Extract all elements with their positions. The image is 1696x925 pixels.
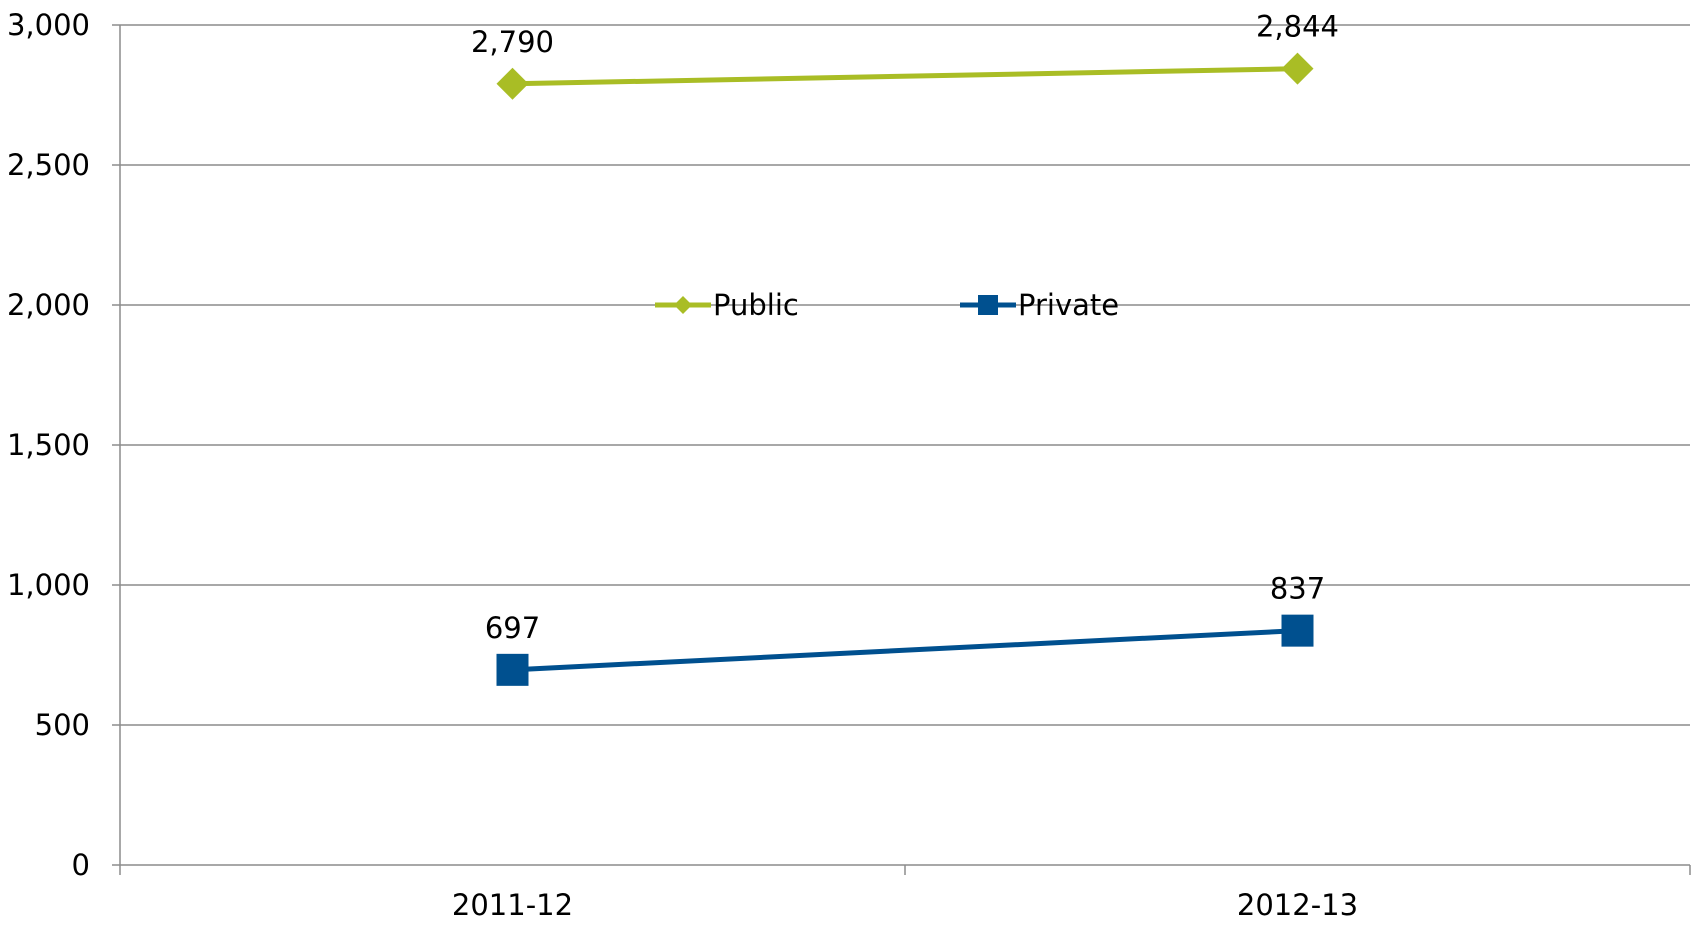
x-tick-label: 2011-12 xyxy=(452,888,573,922)
x-axis-tick-labels: 2011-12 2012-13 xyxy=(452,888,1358,922)
y-tick-label: 1,500 xyxy=(7,428,90,462)
legend: Public Private xyxy=(655,288,1119,322)
y-tick-label: 1,000 xyxy=(7,568,90,602)
private-series-line xyxy=(512,628,1298,673)
legend-private-label: Private xyxy=(1018,288,1119,322)
private-data-point xyxy=(1281,614,1314,647)
legend-public-marker xyxy=(674,296,692,314)
public-data-label: 2,790 xyxy=(471,25,554,59)
private-data-point xyxy=(496,653,529,686)
y-tick-label: 0 xyxy=(72,848,90,882)
y-tick-label: 3,000 xyxy=(7,8,90,42)
public-data-point xyxy=(496,67,529,100)
public-data-label: 2,844 xyxy=(1256,10,1339,44)
private-data-label: 697 xyxy=(485,611,540,645)
y-axis-tick-labels: 0 500 1,000 1,500 2,000 2,500 3,000 xyxy=(7,8,90,882)
legend-private-marker xyxy=(978,295,998,315)
y-tick-label: 2,500 xyxy=(7,148,90,182)
gridlines xyxy=(120,24,1690,726)
legend-public-label: Public xyxy=(713,288,799,322)
public-data-point xyxy=(1281,52,1314,85)
series-layer xyxy=(496,52,1314,686)
y-tick-label: 2,000 xyxy=(7,288,90,322)
private-data-label: 837 xyxy=(1270,572,1325,606)
data-labels: 2,790 2,844 697 837 xyxy=(471,10,1339,645)
axes xyxy=(112,24,1691,875)
x-tick-label: 2012-13 xyxy=(1237,888,1358,922)
y-tick-label: 500 xyxy=(35,708,90,742)
public-series-line xyxy=(512,66,1298,87)
